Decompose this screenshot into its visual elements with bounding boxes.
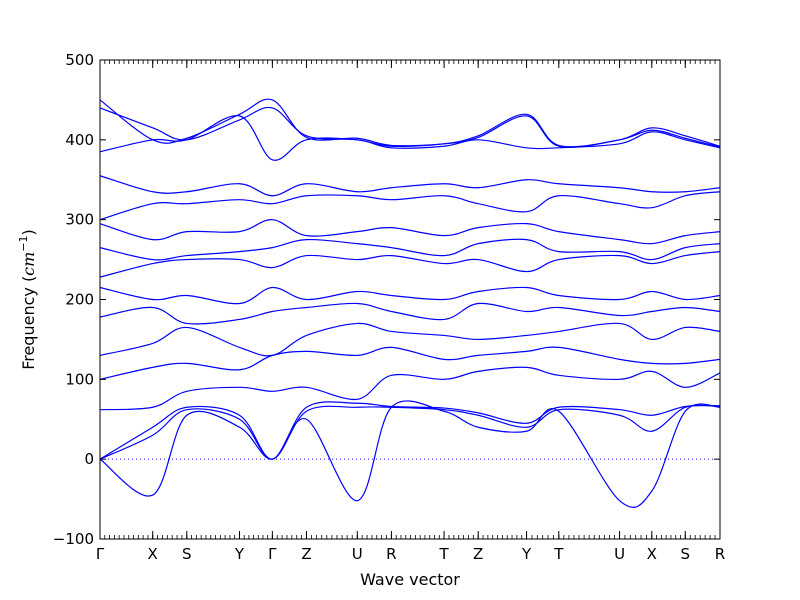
x-tick-label-12: T: [553, 545, 564, 563]
band-line-9: [99, 251, 721, 278]
x-tick-label-2: X: [148, 545, 158, 563]
band-line-14: [99, 115, 721, 161]
x-tick-label-16: R: [715, 545, 725, 563]
band-line-5: [99, 346, 721, 380]
band-line-12: [99, 191, 721, 221]
x-tick-label-11: Y: [521, 545, 532, 563]
y-tick-label: −100: [53, 530, 94, 548]
x-tick-label-7: U: [352, 545, 363, 563]
x-tick-label-5: Γ: [268, 545, 277, 563]
x-tick-label-10: Z: [473, 545, 483, 563]
x-tick-label-1: Γ: [96, 545, 105, 563]
y-axis-label: Frequency (cm−1): [17, 229, 38, 370]
band-line-2: [99, 404, 721, 460]
y-label-close: ): [19, 229, 38, 235]
x-tick-label-15: S: [681, 545, 691, 563]
band-line-6: [99, 322, 721, 357]
band-line-1: [99, 400, 721, 509]
band-line-16: [99, 98, 721, 148]
band-line-10: [99, 238, 721, 261]
y-label-text: Frequency (: [19, 276, 38, 370]
x-tick-label-14: X: [647, 545, 657, 563]
y-tick-label: 100: [65, 370, 94, 388]
x-tick-label-6: Z: [301, 545, 311, 563]
y-tick-label: 300: [65, 211, 94, 229]
x-axis-label: Wave vector: [360, 570, 460, 589]
band-line-11: [99, 219, 721, 245]
x-tick-label-4: Y: [234, 545, 245, 563]
x-tick-label-8: R: [386, 545, 396, 563]
y-axis-ticks: −100 0 100 200 300 400 500: [53, 51, 720, 548]
y-label-unit: cm: [19, 252, 38, 276]
y-label-exponent: −1: [17, 235, 30, 251]
band-line-8: [99, 286, 721, 305]
band-line-4: [99, 366, 721, 411]
x-tick-label-3: S: [182, 545, 192, 563]
band-line-3: [99, 401, 721, 460]
y-tick-label: 500: [65, 51, 94, 69]
y-tick-label: 200: [65, 291, 94, 309]
band-line-13: [99, 175, 721, 197]
band-lines: [99, 98, 721, 509]
band-line-7: [99, 302, 721, 325]
x-tick-label-9: T: [439, 545, 450, 563]
y-tick-label: 0: [84, 450, 94, 468]
y-tick-label: 400: [65, 131, 94, 149]
x-tick-label-13: U: [614, 545, 625, 563]
